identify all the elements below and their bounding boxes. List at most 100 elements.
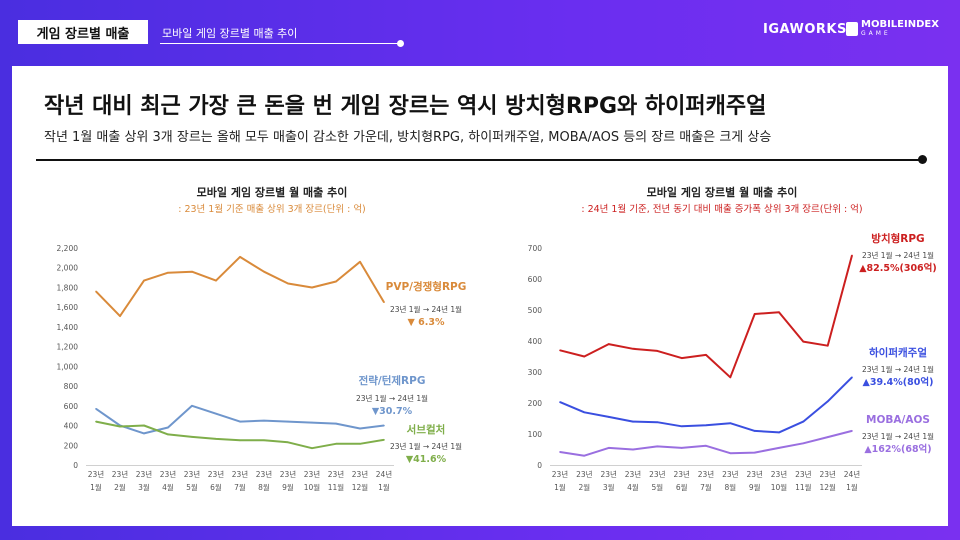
series-point — [167, 426, 169, 429]
y-tick-label: 0 — [73, 461, 78, 470]
right-chart-title: 모바일 게임 장르별 월 매출 추이 — [646, 186, 798, 199]
series-point — [215, 412, 217, 415]
series-point — [287, 441, 289, 444]
series-point — [632, 448, 634, 451]
series-point — [311, 447, 313, 450]
x-tick-label-year: 24년 — [376, 469, 393, 479]
x-tick-label-month: 11월 — [795, 482, 812, 492]
page-headline: 작년 대비 최근 가장 큰 돈을 번 게임 장르는 역시 방치형RPG와 하이퍼… — [44, 94, 767, 119]
series-point — [95, 420, 97, 423]
x-tick-label-month: 7월 — [700, 482, 712, 492]
x-tick-label-year: 23년 — [352, 469, 369, 479]
series-point — [143, 432, 145, 435]
series-point — [559, 401, 561, 403]
x-tick-label-year: 23년 — [795, 469, 812, 479]
series-period: 23년 1월 → 24년 1월 — [390, 441, 462, 451]
y-tick-label: 500 — [528, 306, 543, 315]
y-tick-label: 1,800 — [57, 283, 79, 292]
series-point — [826, 344, 829, 347]
series-label: PVP/경쟁형RPG — [386, 280, 467, 293]
y-tick-label: 200 — [64, 441, 79, 450]
series-point — [383, 424, 385, 427]
series-period: 23년 1월 → 24년 1월 — [862, 364, 934, 374]
x-tick-label-year: 23년 — [819, 469, 836, 479]
series-point — [851, 430, 853, 432]
x-tick-label-year: 23년 — [208, 469, 225, 479]
series-line — [95, 255, 385, 318]
x-tick-label-year: 23년 — [136, 469, 153, 479]
y-tick-label: 200 — [528, 399, 543, 408]
x-tick-label-year: 23년 — [304, 469, 321, 479]
x-tick-label-month: 1월 — [846, 482, 858, 492]
series-point — [680, 425, 683, 428]
mobileindex-logo: MOBILEINDEX GAME — [846, 20, 939, 37]
x-tick-label-month: 10월 — [771, 482, 788, 492]
series-label: 하이퍼캐주얼 — [869, 346, 927, 359]
y-tick-label: 300 — [528, 368, 543, 377]
series-point — [239, 256, 241, 258]
igaworks-logo: IGAWORKS — [763, 22, 847, 37]
series-point — [583, 355, 586, 358]
series-point — [729, 376, 732, 379]
series-point — [287, 420, 289, 423]
series-change: ▼30.7% — [372, 406, 413, 417]
series-point — [191, 405, 193, 407]
x-tick-label-year: 23년 — [673, 469, 690, 479]
x-tick-label-year: 23년 — [576, 469, 593, 479]
x-tick-label-year: 23년 — [771, 469, 788, 479]
x-tick-label-month: 9월 — [749, 482, 761, 492]
series-point — [239, 420, 241, 423]
y-tick-label: 600 — [528, 275, 543, 284]
page-subheadline: 작년 1월 매출 상위 3개 장르는 올해 모두 매출이 감소한 가운데, 방치… — [44, 130, 772, 145]
x-tick-label-month: 7월 — [234, 482, 246, 492]
series-point — [753, 451, 756, 454]
series-point — [167, 271, 169, 274]
series-point — [826, 400, 829, 403]
x-tick-label-year: 23년 — [552, 469, 569, 479]
left-line-chart: 0 200 400 600 800 1,000 1,200 1,400 1,600 1,800 2,… — [57, 244, 467, 492]
y-tick-label: 400 — [64, 422, 79, 431]
series-point — [95, 290, 97, 293]
x-tick-label-month: 9월 — [282, 482, 294, 492]
x-tick-label-month: 1월 — [554, 482, 566, 492]
left-chart-title: 모바일 게임 장르별 월 매출 추이 — [196, 186, 348, 199]
series-point — [607, 416, 610, 418]
section-subtitle: 모바일 게임 장르별 매출 추이 — [162, 27, 298, 40]
x-tick-label-month: 3월 — [138, 482, 150, 492]
series-point — [335, 280, 337, 283]
x-tick-label-year: 23년 — [328, 469, 345, 479]
series-label: 전략/턴제RPG — [359, 374, 426, 387]
series-change: ▲39.4%(80억) — [863, 376, 934, 388]
right-chart-subtitle: : 24년 1월 기준, 전년 동기 대비 매출 증가폭 상위 3개 장르(단위… — [581, 204, 863, 215]
right-line-chart: 0 100 200 300 400 500 600 700 23년 1월 23년 2월 23년 3월 23년… — [528, 232, 937, 492]
x-tick-label-year: 23년 — [600, 469, 617, 479]
x-tick-label-month: 4월 — [162, 482, 174, 492]
series-label: 방치형RPG — [871, 232, 924, 245]
series-point — [583, 411, 586, 414]
series-point — [143, 424, 145, 427]
series-point — [559, 349, 561, 352]
x-tick-label-year: 23년 — [112, 469, 129, 479]
series-period: 23년 1월 → 24년 1월 — [862, 431, 934, 441]
series-point — [383, 439, 385, 441]
series-point — [583, 454, 586, 457]
series-point — [167, 433, 169, 436]
series-point — [680, 447, 683, 449]
x-tick-label-month: 10월 — [304, 482, 321, 492]
subtitle-underline — [160, 43, 400, 44]
mobileindex-logo-text: MOBILEINDEX — [861, 19, 939, 30]
x-tick-label-month: 3월 — [603, 482, 615, 492]
headline-divider — [36, 159, 922, 161]
series-point — [359, 427, 361, 430]
series-change: ▲162%(68억) — [864, 443, 931, 455]
x-tick-label-month: 11월 — [328, 482, 345, 492]
series-point — [119, 315, 121, 317]
series-line — [559, 429, 853, 457]
series-point — [826, 436, 829, 438]
series-point — [632, 420, 634, 423]
x-tick-label-month: 5월 — [651, 482, 663, 492]
series-point — [215, 279, 217, 282]
y-tick-label: 2,000 — [57, 264, 79, 273]
series-point — [359, 261, 361, 263]
